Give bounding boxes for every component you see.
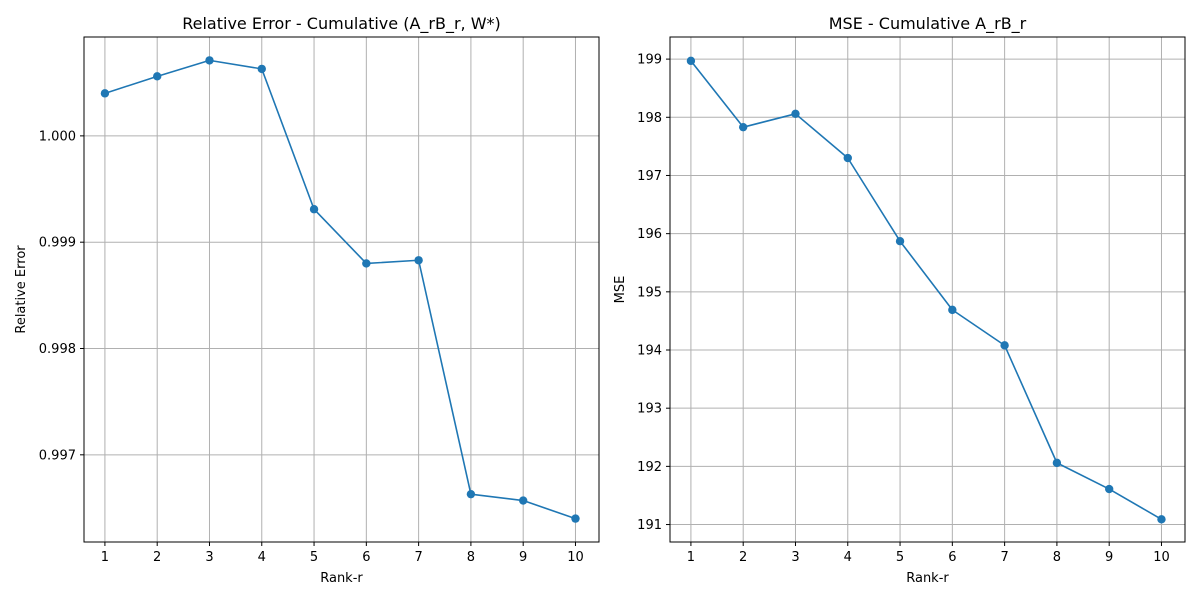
data-point [686, 56, 696, 66]
x-tick-label: 2 [153, 550, 161, 565]
x-tick-label: 10 [1153, 550, 1170, 565]
x-tick-label: 7 [1000, 550, 1008, 565]
y-tick-label: 193 [637, 402, 662, 417]
chart-title: MSE - Cumulative A_rB_r [829, 14, 1027, 34]
data-point [948, 305, 957, 315]
y-tick-label: 197 [637, 169, 662, 184]
y-tick-label: 192 [637, 460, 662, 475]
mse-chart: 1 2 3 4 5 6 7 8 9 10 191 192 193 194 195 196 197 198 199 M… [613, 14, 1186, 586]
x-tick-label: 1 [101, 550, 109, 565]
x-tick-label: 5 [896, 550, 904, 565]
data-point [738, 122, 748, 132]
data-point [309, 205, 319, 214]
series-line [690, 60, 1162, 521]
x-tick-label: 3 [791, 550, 799, 565]
x-tick-label: 6 [948, 550, 956, 565]
grid [84, 37, 599, 542]
y-axis-label: Relative Error [14, 245, 29, 334]
data-point [571, 514, 580, 523]
y-tick-label: 191 [637, 518, 662, 533]
ticks: 1 2 3 4 5 6 7 8 9 10 191 192 193 194 195 196 197 198 199 [637, 53, 1170, 565]
x-tick-label: 10 [567, 550, 584, 565]
y-tick-label: 199 [637, 53, 662, 68]
data-point [1104, 484, 1114, 494]
x-tick-label: 4 [258, 550, 266, 565]
data-point [466, 489, 476, 499]
data-point [362, 259, 371, 268]
data-point [257, 64, 266, 74]
x-tick-label: 9 [1105, 550, 1113, 565]
x-tick-label: 7 [414, 550, 422, 565]
x-axis-label: Rank-r [906, 571, 949, 586]
series-layer [686, 56, 1166, 524]
y-tick-label: 0.999 [39, 236, 76, 251]
data-point [414, 256, 423, 265]
ticks: 1 2 3 4 5 6 7 8 9 10 0.997 0.998 0.999 1.000 [39, 129, 584, 565]
x-tick-label: 9 [519, 550, 527, 565]
series-layer [100, 56, 580, 523]
x-tick-label: 8 [1053, 550, 1061, 565]
data-point [1157, 515, 1166, 524]
x-tick-label: 3 [205, 550, 213, 565]
x-tick-label: 2 [739, 550, 747, 565]
y-tick-label: 196 [637, 227, 662, 242]
y-axis-label: MSE [613, 276, 628, 304]
data-point [100, 89, 110, 98]
y-tick-label: 194 [637, 344, 662, 359]
x-tick-label: 8 [467, 550, 475, 565]
y-tick-label: 198 [637, 111, 662, 126]
data-point [1052, 458, 1062, 468]
data-point [895, 237, 905, 246]
x-tick-label: 1 [687, 550, 695, 565]
data-point [1000, 341, 1009, 350]
data-point [791, 109, 800, 118]
relative-error-chart: 1 2 3 4 5 6 7 8 9 10 0.997 0.998 0.999 1.000 Relative… [14, 14, 600, 586]
data-point [518, 496, 528, 505]
y-tick-label: 195 [637, 285, 662, 300]
x-axis-label: Rank-r [320, 571, 363, 586]
chart-title: Relative Error - Cumulative (A_rB_r, W*) [182, 14, 501, 34]
x-tick-label: 5 [310, 550, 318, 565]
data-point [205, 56, 214, 65]
x-tick-label: 4 [844, 550, 852, 565]
data-point [152, 72, 162, 81]
grid [670, 37, 1185, 542]
series-line [104, 59, 576, 520]
y-tick-label: 0.997 [39, 448, 76, 463]
plot-frame [83, 36, 600, 543]
y-tick-label: 1.000 [39, 129, 76, 144]
data-point [843, 153, 852, 163]
y-tick-label: 0.998 [39, 342, 76, 357]
plot-frame [669, 36, 1186, 543]
x-tick-label: 6 [362, 550, 370, 565]
